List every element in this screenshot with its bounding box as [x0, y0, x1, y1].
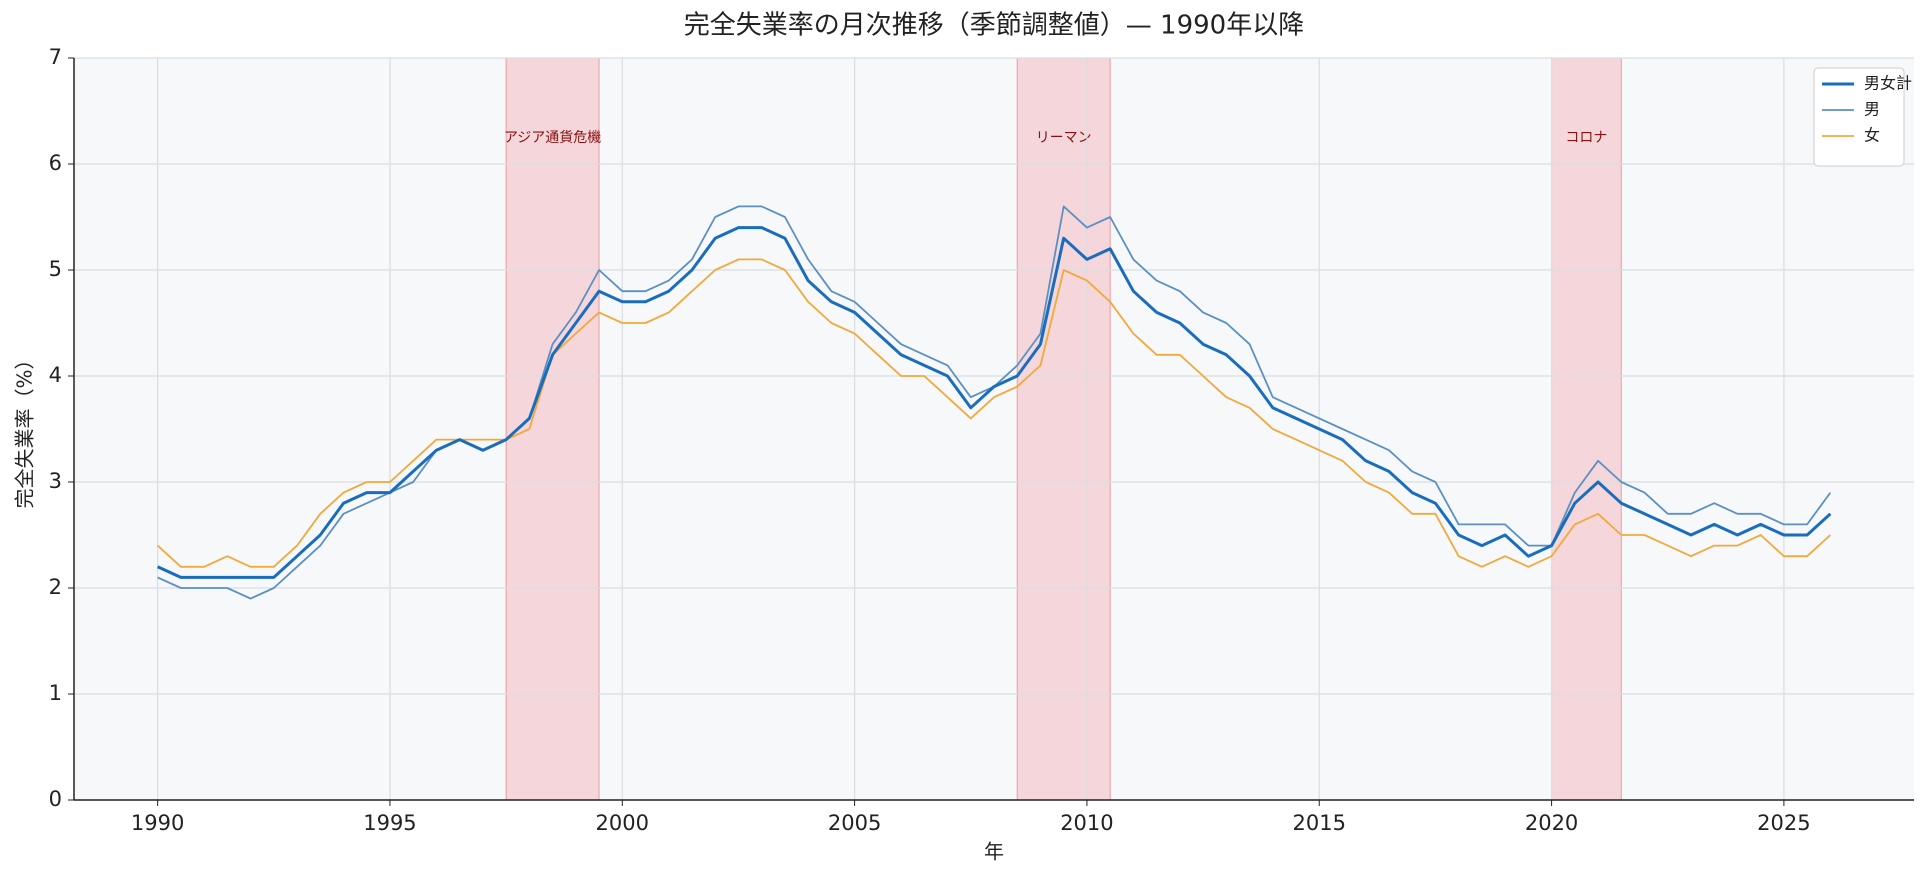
y-tick-label: 2: [49, 575, 62, 599]
x-tick-label: 2020: [1525, 811, 1578, 835]
series-line: [157, 258, 1831, 568]
x-tick-label: 1995: [363, 811, 416, 835]
shaded-label: アジア通貨危機: [504, 129, 601, 146]
x-axis-label: 年: [984, 840, 1004, 864]
shaded-regions: アジア通貨危機 リーマン コロナ: [504, 57, 1622, 801]
y-axis-label: 完全失業率（%）: [13, 349, 37, 508]
x-tick-label: 2000: [596, 811, 649, 835]
x-tick-label: 1990: [131, 811, 184, 835]
shaded-region: [505, 57, 600, 801]
y-tick-label: 1: [49, 681, 62, 705]
x-tick-label: 2005: [828, 811, 881, 835]
y-tick-label: 7: [49, 45, 62, 69]
x-tick-label: 2010: [1060, 811, 1113, 835]
series-line: [157, 226, 1832, 579]
shaded-region: [1016, 57, 1111, 801]
y-tick-label: 4: [49, 363, 62, 387]
x-tick-label: 2015: [1293, 811, 1346, 835]
shaded-label: リーマン: [1036, 130, 1092, 146]
plot-area: [74, 58, 1914, 800]
chart-title: 完全失業率の月次推移（季節調整値）— 1990年以降: [684, 11, 1304, 41]
legend-label: 男: [1864, 100, 1880, 119]
y-tick-label: 5: [49, 257, 62, 281]
shaded-label: コロナ: [1565, 130, 1607, 146]
series-lines: [157, 205, 1832, 600]
legend-label: 男女計: [1864, 74, 1912, 93]
y-tick-label: 0: [49, 787, 62, 811]
legend-label: 女: [1864, 126, 1880, 145]
y-tick-label: 3: [49, 469, 62, 493]
legend-box: [1813, 67, 1905, 167]
shaded-region: [1551, 57, 1622, 801]
y-tick-label: 6: [49, 151, 62, 175]
x-tick-label: 2025: [1757, 811, 1810, 835]
